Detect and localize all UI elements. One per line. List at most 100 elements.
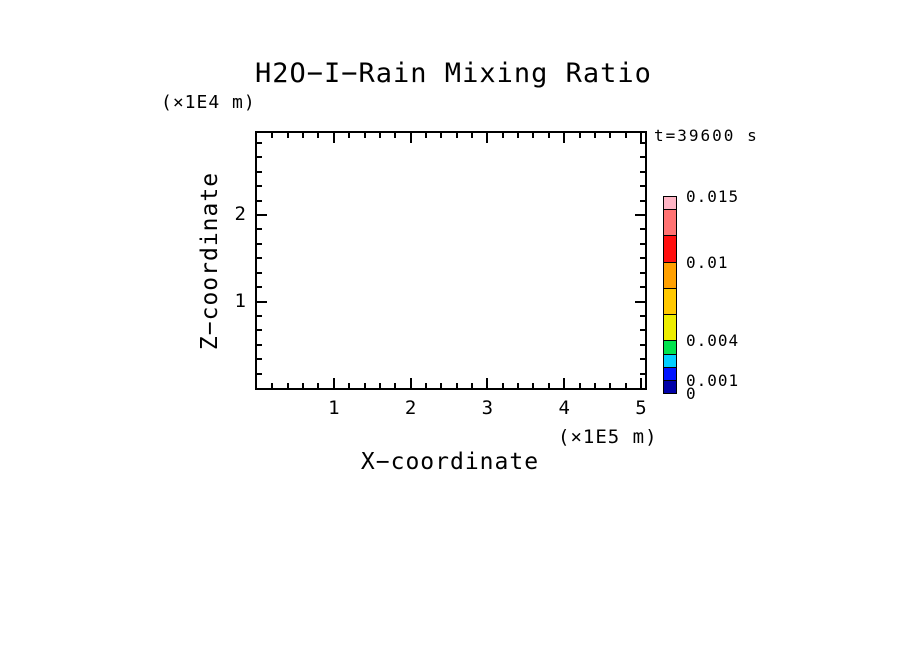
- z-minor-tick: [640, 329, 645, 332]
- x-minor-tick: [424, 383, 427, 388]
- z-minor-tick: [640, 156, 645, 159]
- x-minor-tick: [609, 383, 612, 388]
- x-minor-tick: [440, 133, 443, 138]
- z-tick-label: 2: [234, 203, 246, 225]
- colorbar-level-label: 0.015: [686, 187, 740, 206]
- x-minor-tick: [378, 133, 381, 138]
- x-major-tick: [563, 378, 566, 388]
- z-minor-tick: [640, 286, 645, 289]
- z-minor-tick: [640, 271, 645, 274]
- z-minor-tick: [257, 343, 262, 346]
- x-tick-label: 1: [328, 397, 340, 419]
- z-minor-tick: [640, 372, 645, 375]
- z-minor-tick: [257, 156, 262, 159]
- colorbar-segment: [663, 261, 677, 289]
- x-minor-tick: [471, 383, 474, 388]
- colorbar: [663, 196, 677, 394]
- x-minor-tick: [317, 383, 320, 388]
- x-axis-unit-label: (×1E5 m): [558, 426, 658, 448]
- z-minor-tick: [257, 286, 262, 289]
- z-minor-tick: [640, 228, 645, 231]
- z-major-tick: [257, 300, 267, 303]
- z-minor-tick: [640, 185, 645, 188]
- y-axis-unit-label: (×1E4 m): [161, 92, 256, 113]
- z-minor-tick: [257, 358, 262, 361]
- x-minor-tick: [471, 133, 474, 138]
- colorbar-segment: [663, 196, 677, 211]
- x-minor-tick: [348, 133, 351, 138]
- z-minor-tick: [257, 314, 262, 317]
- colorbar-segment: [663, 379, 677, 394]
- x-minor-tick: [286, 133, 289, 138]
- x-tick-label: 5: [635, 397, 647, 419]
- plot-area: [257, 133, 645, 388]
- x-minor-tick: [624, 383, 627, 388]
- x-minor-tick: [532, 383, 535, 388]
- z-minor-tick: [640, 314, 645, 317]
- x-major-tick: [640, 133, 642, 143]
- z-tick-label: 1: [234, 289, 246, 312]
- x-minor-tick: [394, 383, 397, 388]
- z-minor-tick: [257, 257, 262, 260]
- x-minor-tick: [455, 133, 458, 138]
- x-minor-tick: [348, 383, 351, 388]
- x-major-tick: [409, 133, 412, 143]
- x-minor-tick: [547, 383, 550, 388]
- colorbar-segment: [663, 287, 677, 316]
- z-minor-tick: [640, 242, 645, 245]
- x-major-tick: [332, 378, 335, 388]
- x-minor-tick: [501, 133, 504, 138]
- plot-frame: [255, 131, 647, 390]
- x-major-tick: [332, 133, 335, 143]
- x-minor-tick: [517, 133, 520, 138]
- z-major-tick: [257, 214, 267, 216]
- colorbar-level-label: 0.004: [686, 331, 740, 351]
- z-minor-tick: [257, 372, 262, 375]
- z-minor-tick: [257, 185, 262, 188]
- x-major-tick: [486, 133, 489, 143]
- x-minor-tick: [378, 383, 381, 388]
- colorbar-segment: [663, 353, 677, 368]
- colorbar-level-label: 0.001: [686, 370, 740, 390]
- z-minor-tick: [640, 141, 645, 144]
- colorbar-level-label: 0.01: [686, 252, 729, 272]
- z-minor-tick: [257, 228, 262, 231]
- x-major-tick: [486, 378, 489, 388]
- colorbar-level-label: 0: [686, 384, 697, 403]
- z-axis-title: Z−coordinate: [197, 171, 223, 351]
- x-minor-tick: [394, 133, 397, 138]
- z-minor-tick: [640, 358, 645, 361]
- x-minor-tick: [517, 383, 520, 388]
- z-minor-tick: [257, 242, 262, 245]
- x-minor-tick: [609, 133, 612, 138]
- x-minor-tick: [455, 383, 458, 388]
- colorbar-segment: [663, 366, 677, 381]
- x-minor-tick: [578, 383, 581, 388]
- x-major-tick: [563, 133, 566, 143]
- x-minor-tick: [302, 133, 305, 138]
- x-minor-tick: [363, 133, 366, 138]
- x-minor-tick: [302, 383, 305, 388]
- x-minor-tick: [440, 383, 443, 388]
- colorbar-segment: [663, 235, 677, 263]
- x-minor-tick: [578, 133, 581, 138]
- z-minor-tick: [257, 170, 262, 173]
- z-minor-tick: [257, 329, 262, 332]
- z-minor-tick: [257, 271, 262, 274]
- z-minor-tick: [257, 141, 262, 144]
- x-major-tick: [409, 378, 412, 388]
- x-minor-tick: [271, 133, 274, 138]
- z-major-tick: [635, 214, 645, 216]
- x-minor-tick: [593, 133, 596, 138]
- x-minor-tick: [593, 383, 596, 388]
- colorbar-segment: [663, 314, 677, 342]
- x-minor-tick: [501, 383, 504, 388]
- time-annotation: t=39600 s: [654, 126, 759, 145]
- x-tick-label: 3: [481, 397, 494, 419]
- x-tick-label: 4: [558, 397, 570, 419]
- z-minor-tick: [640, 343, 645, 346]
- x-axis-title: X−coordinate: [360, 449, 540, 475]
- x-tick-label: 2: [404, 397, 417, 419]
- colorbar-segment: [663, 340, 677, 355]
